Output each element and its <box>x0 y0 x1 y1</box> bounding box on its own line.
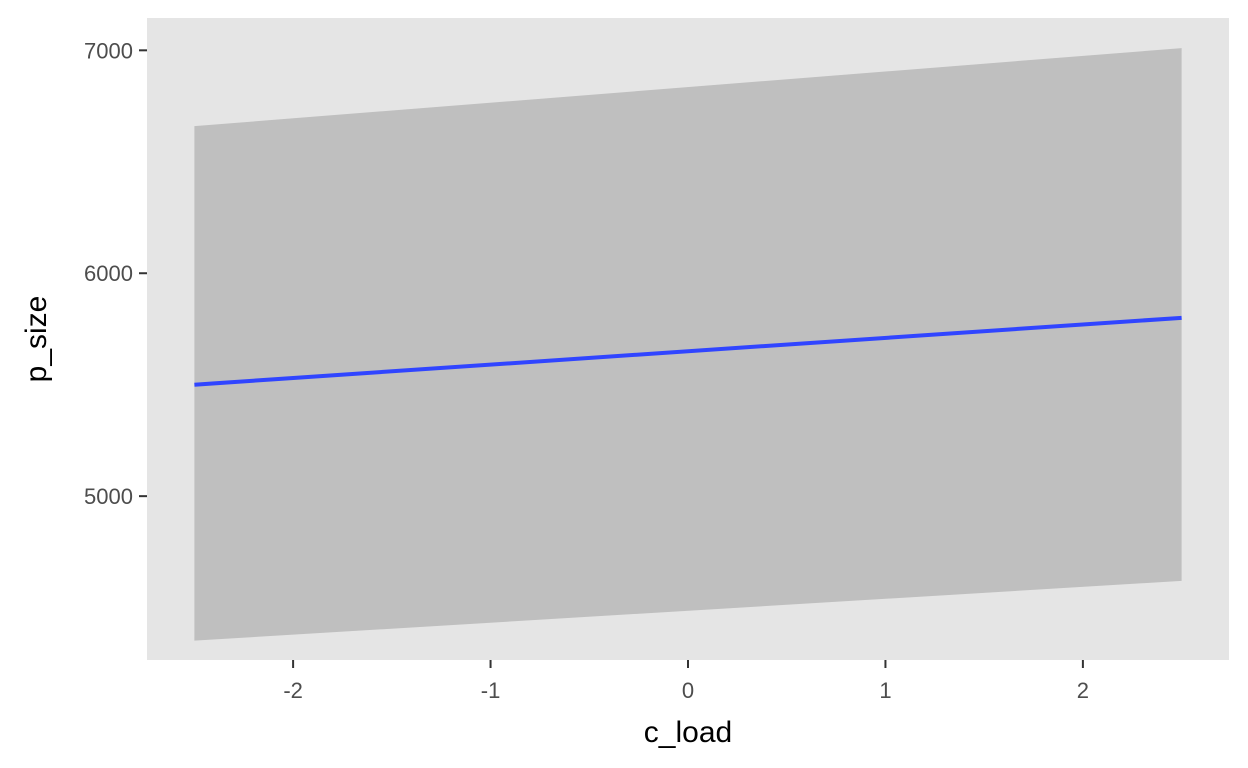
y-tick-label: 5000 <box>84 484 133 509</box>
x-tick-label: 2 <box>1077 678 1089 703</box>
x-tick-label: 1 <box>879 678 891 703</box>
y-tick-label: 6000 <box>84 261 133 286</box>
x-axis: -2 -1 0 1 2 <box>283 660 1089 703</box>
confidence-ribbon <box>194 48 1182 641</box>
y-tick-label: 7000 <box>84 38 133 63</box>
fit-line-layer <box>194 315 1182 387</box>
y-axis-title: p_size <box>20 296 53 383</box>
x-axis-title: c_load <box>644 716 732 749</box>
fit-line <box>194 315 1182 387</box>
x-tick-label: 0 <box>682 678 694 703</box>
y-axis: 5000 6000 7000 <box>84 38 147 509</box>
confidence-ribbon-layer <box>194 48 1182 641</box>
x-tick-label: -2 <box>283 678 303 703</box>
x-tick-label: -1 <box>481 678 501 703</box>
